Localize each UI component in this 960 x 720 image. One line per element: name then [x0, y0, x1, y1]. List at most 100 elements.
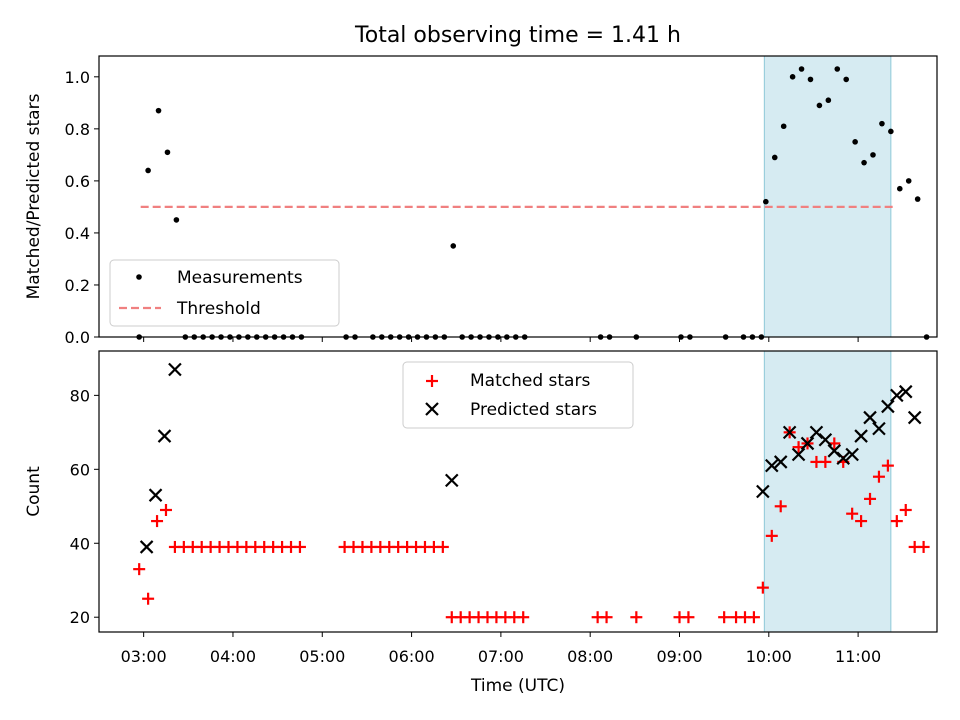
top-y-tick-label: 0.6 — [65, 172, 90, 191]
predicted-star-stroke-b — [898, 384, 913, 399]
predicted-star-stroke-b — [818, 432, 833, 447]
measurement-point — [780, 123, 787, 130]
measurement-point — [870, 152, 876, 158]
top-y-tick-label: 0.2 — [65, 276, 90, 295]
bottom-x-tick-label: 06:00 — [389, 647, 435, 666]
predicted-star-point — [782, 425, 797, 440]
predicted-star-point — [773, 455, 788, 469]
measurement-point — [771, 154, 778, 161]
predicted-star-point — [818, 432, 833, 447]
top-panel: 0.0 0.2 0.4 0.6 0.8 1.0 Total observing time … — [24, 23, 938, 347]
predicted-star-stroke-b — [907, 410, 922, 425]
legend-predicted-label: Predicted stars — [470, 400, 597, 420]
predicted-star-point — [854, 429, 868, 443]
matched-star-point — [747, 611, 760, 624]
predicted-star-stroke-b — [773, 455, 788, 469]
predicted-star-stroke-b — [890, 388, 904, 403]
top-y-axis-label: Matched/Predicted stars — [24, 93, 44, 299]
measurement-point — [825, 97, 832, 104]
predicted-star-point — [872, 421, 886, 436]
bottom-legend-box — [402, 361, 634, 429]
predicted-star-point — [836, 451, 851, 466]
predicted-star-stroke-b — [756, 484, 770, 499]
matched-star-point — [881, 459, 894, 472]
bottom-y-tick-label: 40 — [70, 534, 90, 553]
measurement-point — [896, 185, 903, 192]
matched-star-point — [917, 540, 930, 553]
predicted-star-stroke-b — [444, 473, 459, 488]
predicted-star-stroke-b — [809, 425, 824, 440]
legend-measurements-label: Measurements — [177, 268, 303, 288]
measurement-point — [763, 198, 769, 205]
bottom-x-tick-label: 10:00 — [746, 647, 792, 666]
predicted-star-stroke-b — [791, 447, 806, 462]
matched-star-point — [774, 500, 787, 513]
matched-star-point — [630, 611, 643, 624]
measurement-point — [155, 107, 162, 114]
predicted-star-stroke-b — [863, 410, 877, 425]
matched-star-point — [142, 592, 155, 605]
predicted-star-point — [168, 362, 182, 377]
measurement-point — [450, 243, 457, 249]
legend-measurements-marker — [136, 274, 142, 280]
matched-star-point — [765, 529, 778, 542]
measurement-point — [798, 66, 805, 72]
matched-star-point — [819, 455, 832, 468]
bottom-marks — [133, 362, 930, 624]
matched-star-point — [600, 611, 613, 624]
measurement-point — [834, 66, 841, 72]
matched-star-point — [756, 581, 769, 594]
predicted-star-stroke-b — [148, 488, 163, 502]
predicted-star-point — [863, 410, 877, 425]
bottom-legend: Matched stars Predicted stars — [402, 361, 634, 429]
matched-star-point — [899, 503, 912, 516]
measurement-point — [164, 149, 171, 156]
measurement-point — [789, 74, 796, 80]
predicted-star-stroke-b — [836, 451, 851, 466]
predicted-star-point — [845, 447, 859, 462]
bottom-y-tick-label: 20 — [70, 608, 90, 627]
matched-star-point — [151, 515, 164, 528]
matched-star-point — [872, 470, 885, 483]
measurement-point — [905, 178, 912, 184]
bottom-observing-window — [763, 350, 892, 633]
bottom-x-tick-label: 03:00 — [121, 647, 167, 666]
measurement-point — [816, 102, 823, 109]
measurement-point — [879, 120, 885, 127]
measurement-point — [852, 139, 858, 145]
predicted-star-stroke-b — [765, 458, 779, 473]
top-legend-box — [109, 259, 340, 327]
predicted-star-point — [881, 399, 895, 414]
measurement-point — [888, 128, 894, 135]
predicted-star-stroke-b — [854, 429, 868, 443]
x-axis-label: Time (UTC) — [470, 676, 565, 696]
legend-matched-marker — [426, 375, 438, 387]
matched-star-point — [846, 507, 859, 520]
predicted-star-point — [756, 484, 770, 499]
bottom-x-tick-label: 09:00 — [656, 647, 702, 666]
predicted-star-point — [898, 384, 913, 399]
top-y-tick-label: 0.4 — [65, 224, 90, 243]
bottom-x-tick-label: 04:00 — [210, 647, 256, 666]
bottom-y-tick-label: 60 — [70, 460, 90, 479]
top-axes-frame — [98, 55, 938, 338]
matched-star-point — [436, 540, 449, 553]
legend-threshold-label: Threshold — [176, 299, 261, 319]
measurement-point — [861, 159, 867, 166]
predicted-star-point — [890, 388, 904, 403]
matched-star-point — [133, 563, 146, 576]
measurement-point — [914, 196, 921, 202]
predicted-star-point — [157, 429, 172, 443]
predicted-star-stroke-b — [168, 362, 182, 377]
matched-star-point — [718, 611, 731, 624]
predicted-star-stroke-b — [800, 436, 815, 451]
measurement-point — [173, 217, 180, 223]
predicted-star-stroke-b — [827, 444, 842, 458]
bottom-x-tick-label: 11:00 — [835, 647, 881, 666]
top-y-ticks: 0.0 0.2 0.4 0.6 0.8 1.0 — [65, 68, 99, 347]
predicted-star-stroke-b — [157, 429, 172, 443]
predicted-star-stroke-b — [139, 540, 154, 554]
top-y-tick-label: 0.8 — [65, 120, 90, 139]
measurement-point — [807, 76, 814, 83]
